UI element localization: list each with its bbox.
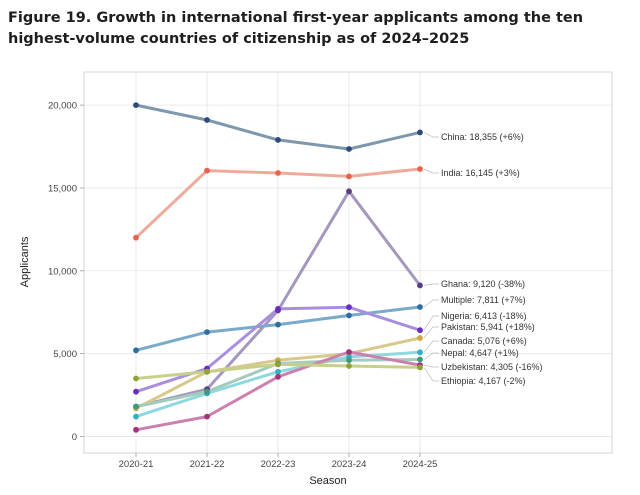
series-label-ethiopia: Ethiopia: 4,167 (-2%) xyxy=(441,376,526,386)
y-tick-label: 5,000 xyxy=(53,349,77,360)
series-label-india: India: 16,145 (+3%) xyxy=(441,168,520,178)
data-point-nigeria xyxy=(417,327,423,334)
leader-line-ethiopia xyxy=(423,367,439,382)
leader-line-nigeria xyxy=(423,315,439,331)
series-label-canada: Canada: 5,076 (+6%) xyxy=(441,336,527,346)
data-point-nepal xyxy=(346,357,352,364)
data-point-canada xyxy=(275,368,281,375)
data-point-uzbekistan xyxy=(204,413,210,420)
data-point-uzbekistan xyxy=(275,373,281,380)
series-end-labels: China: 18,355 (+6%) India: 16,145 (+3%) Gh… xyxy=(441,132,543,386)
data-point-pakistan xyxy=(417,335,423,341)
data-point-multiple xyxy=(133,347,139,354)
series-label-uzbekistan: Uzbekistan: 4,305 (-16%) xyxy=(441,362,543,372)
x-tick-label: 2024-25 xyxy=(403,459,438,470)
data-point-ghana xyxy=(417,282,423,289)
data-point-ethiopia xyxy=(133,375,139,382)
series-label-nigeria: Nigeria: 6,413 (-18%) xyxy=(441,311,527,321)
data-point-ethiopia xyxy=(346,363,352,369)
x-tick-label: 2023-24 xyxy=(332,459,367,470)
series-label-pakistan: Pakistan: 5,941 (+18%) xyxy=(441,322,535,332)
y-tick-label: 15,000 xyxy=(48,183,77,194)
series-label-nepal: Nepal: 4,647 (+1%) xyxy=(441,348,519,358)
leader-line-china xyxy=(423,132,439,138)
data-point-china xyxy=(346,146,352,152)
x-tick-label: 2020-21 xyxy=(119,459,154,470)
data-point-india xyxy=(204,167,210,174)
data-point-canada xyxy=(133,413,139,420)
y-tick-label: 20,000 xyxy=(48,101,77,112)
data-point-ghana xyxy=(346,188,352,195)
data-point-nepal xyxy=(417,356,423,363)
leader-line-pakistan xyxy=(423,326,439,339)
x-tick-label: 2022-23 xyxy=(261,459,296,470)
label-leader-lines xyxy=(423,132,439,382)
data-point-nigeria xyxy=(275,306,281,312)
data-point-multiple xyxy=(417,304,423,310)
data-point-nigeria xyxy=(346,304,352,311)
series-label-multiple: Multiple: 7,811 (+7%) xyxy=(441,295,526,305)
data-point-china xyxy=(417,129,423,136)
x-axis-ticks: 2020-21 2021-22 2022-23 2023-24 2024-25 xyxy=(119,453,438,470)
data-point-china xyxy=(133,102,139,108)
data-point-india xyxy=(133,234,139,241)
leader-line-canada xyxy=(423,340,439,353)
leader-line-nepal xyxy=(423,352,439,360)
y-tick-label: 0 xyxy=(72,432,77,443)
data-point-china xyxy=(204,117,210,123)
data-point-ethiopia xyxy=(417,364,423,371)
data-point-ethiopia xyxy=(204,368,210,375)
series-label-china: China: 18,355 (+6%) xyxy=(441,132,524,142)
leader-line-multiple xyxy=(423,299,439,308)
leader-line-uzbekistan xyxy=(423,364,439,368)
data-point-uzbekistan xyxy=(133,426,139,433)
data-point-uzbekistan xyxy=(346,349,352,355)
figure-title: Figure 19. Growth in international first… xyxy=(8,10,584,47)
data-point-nepal xyxy=(204,388,210,395)
y-tick-label: 10,000 xyxy=(48,266,77,277)
leader-line-india xyxy=(423,168,439,174)
data-point-china xyxy=(275,137,281,143)
x-tick-label: 2021-22 xyxy=(190,459,225,470)
leader-line-ghana xyxy=(423,283,439,286)
data-point-multiple xyxy=(346,312,352,319)
series-points xyxy=(133,102,423,433)
data-point-india xyxy=(275,170,281,176)
series-label-ghana: Ghana: 9,120 (-38%) xyxy=(441,279,525,289)
data-point-canada xyxy=(417,349,423,356)
data-point-india xyxy=(417,166,423,172)
data-point-nepal xyxy=(133,403,139,410)
data-point-ethiopia xyxy=(275,361,281,368)
data-point-nigeria xyxy=(133,388,139,395)
data-point-multiple xyxy=(204,329,210,335)
data-point-india xyxy=(346,173,352,180)
data-point-multiple xyxy=(275,321,281,328)
y-axis-title: Applicants xyxy=(19,236,31,287)
y-axis-ticks: 0 5,000 10,000 15,000 20,000 xyxy=(48,101,84,443)
x-axis-title: Season xyxy=(309,475,346,487)
